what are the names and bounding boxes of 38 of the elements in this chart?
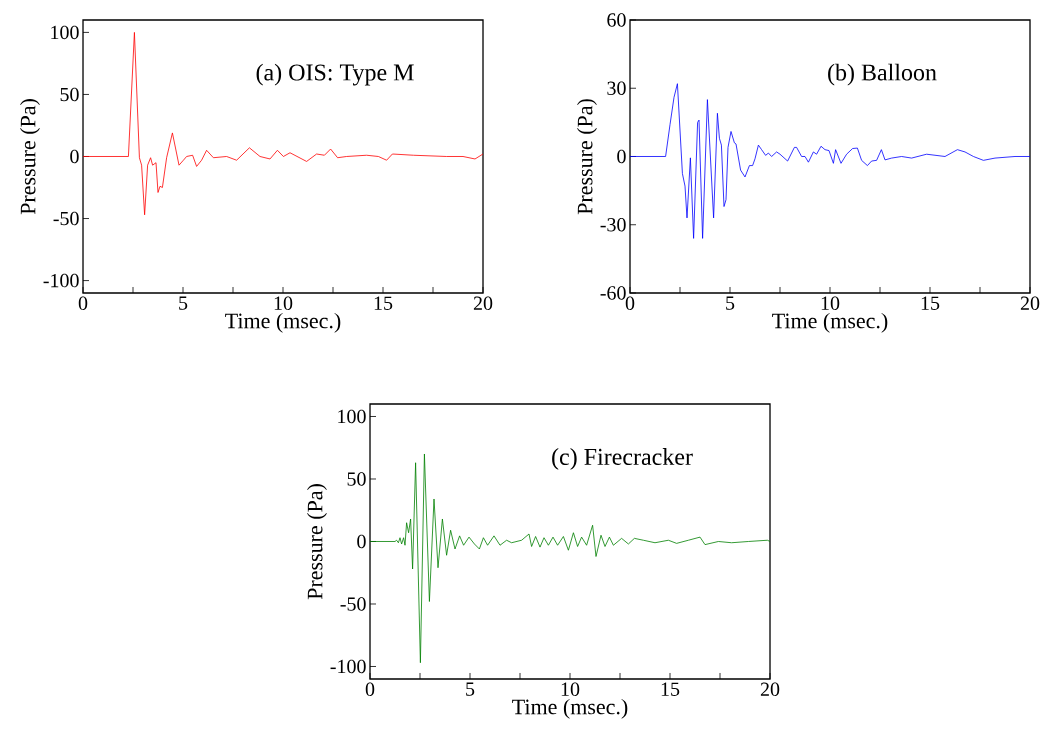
x-tick-label: 20 xyxy=(760,682,780,697)
y-tick-label: 0 xyxy=(617,149,626,164)
x-tick-label: 10 xyxy=(274,296,293,311)
y-tick-label: 30 xyxy=(607,81,626,95)
x-tick-label: 10 xyxy=(821,296,840,311)
y-axis-title: Pressure (Pa) xyxy=(307,484,327,600)
line-series xyxy=(630,83,1030,239)
x-tick-label: 15 xyxy=(661,682,680,696)
y-tick-label: -50 xyxy=(340,597,366,611)
y-tick-label: 50 xyxy=(347,472,366,486)
x-tick-label: 5 xyxy=(726,296,735,310)
y-tick-label: -50 xyxy=(53,211,79,226)
x-axis-title: Time (msec.) xyxy=(225,312,341,333)
y-tick-label: -100 xyxy=(330,659,366,674)
text: (c) Firecracker xyxy=(552,448,693,470)
y-tick-label: 100 xyxy=(51,25,79,40)
x-tick-label: 20 xyxy=(473,296,493,311)
y-tick-label: -60 xyxy=(600,286,626,300)
y-tick-label: 100 xyxy=(338,409,366,424)
y-tick-label: 60 xyxy=(607,13,626,27)
y-tick-label: -100 xyxy=(43,273,79,288)
x-tick-label: 5 xyxy=(179,296,188,310)
x-tick-label: 15 xyxy=(921,296,940,310)
line-series xyxy=(83,32,484,216)
x-axis-title: Time (msec.) xyxy=(512,698,628,719)
y-tick-label: -30 xyxy=(600,217,626,232)
y-tick-label: 0 xyxy=(357,534,366,549)
x-tick-label: 5 xyxy=(466,682,475,696)
x-tick-label: 15 xyxy=(374,296,393,310)
text: (b) Balloon xyxy=(828,63,937,86)
y-axis-title: Pressure (Pa) xyxy=(577,99,597,215)
x-tick-label: 10 xyxy=(561,682,580,697)
y-tick-label: 0 xyxy=(70,149,79,164)
x-tick-label: 20 xyxy=(1020,296,1040,311)
y-axis-title: Pressure (Pa) xyxy=(20,99,40,215)
text: (a) OIS: Type M xyxy=(256,63,414,86)
y-tick-label: 50 xyxy=(60,87,79,102)
x-axis-title: Time (msec.) xyxy=(772,312,888,333)
